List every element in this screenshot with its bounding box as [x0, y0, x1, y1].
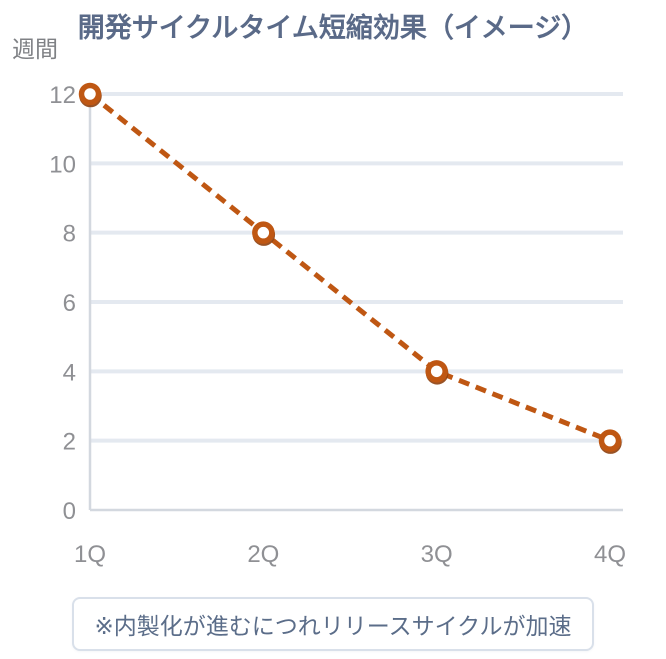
- y-axis-unit-label: 週間: [12, 36, 58, 62]
- x-tick-label: 2Q: [247, 541, 279, 568]
- data-point-marker: [598, 429, 622, 452]
- x-tick-label: 4Q: [594, 541, 626, 568]
- y-tick-label: 0: [63, 498, 76, 525]
- y-tick-label: 6: [63, 290, 76, 317]
- note-text: ※内製化が進むにつれリリースサイクルが加速: [94, 613, 572, 639]
- data-point-marker: [252, 221, 275, 244]
- data-line: [88, 92, 611, 443]
- data-point-marker: [425, 360, 448, 383]
- y-tick-label: 4: [63, 359, 76, 386]
- y-tick-label: 12: [49, 82, 76, 109]
- note-box: ※内製化が進むにつれリリースサイクルが加速: [72, 597, 594, 651]
- x-tick-label: 1Q: [74, 541, 106, 568]
- data-point-marker: [78, 82, 102, 106]
- y-tick-label: 2: [63, 429, 76, 456]
- y-tick-label: 10: [49, 151, 76, 178]
- y-tick-label: 8: [63, 221, 76, 248]
- x-tick-label: 3Q: [421, 541, 453, 568]
- chart-title: 開発サイクルタイム短縮効果（イメージ）: [77, 13, 589, 43]
